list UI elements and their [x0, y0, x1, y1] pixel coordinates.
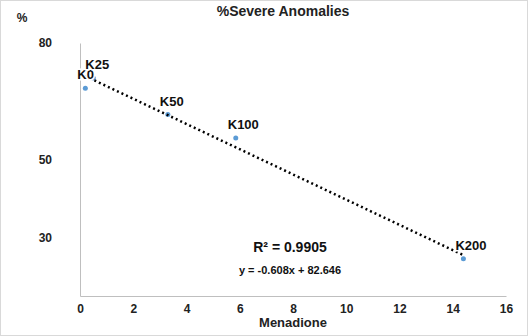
plot-marks [83, 76, 466, 262]
y-axis-title: % [17, 11, 28, 25]
annotation: R² = 0.9905 [253, 239, 327, 255]
chart-border [1, 1, 528, 336]
trend-line [85, 76, 463, 255]
x-tick-label: 4 [184, 302, 191, 316]
y-tick: 80 [39, 36, 80, 50]
x-tick: 4 [184, 296, 191, 316]
data-point [233, 135, 238, 140]
data-point [461, 256, 466, 261]
y-tick: 50 [39, 153, 80, 167]
x-tick: 12 [393, 296, 407, 316]
x-tick-label: 16 [500, 302, 514, 316]
x-axis-line [81, 296, 507, 297]
annotations: R² = 0.9905 y = -0.608x + 82.646 [239, 239, 341, 276]
point-label: K25 [85, 57, 109, 72]
x-tick: 14 [447, 296, 461, 316]
x-tick-label: 6 [237, 302, 244, 316]
x-tick: 2 [130, 296, 137, 316]
y-tick-label: 80 [39, 36, 53, 50]
y-tick-label: 30 [39, 231, 53, 245]
annotation: y = -0.608x + 82.646 [239, 264, 341, 276]
chart-title: %Severe Anomalies [217, 3, 350, 19]
point-label: K200 [455, 238, 486, 253]
point-label: K100 [228, 117, 259, 132]
x-tick-label: 8 [290, 302, 297, 316]
y-axis: 30 50 80 [39, 36, 81, 296]
x-tick: 16 [500, 296, 514, 316]
x-axis: 0 2 4 6 8 10 12 14 16 [77, 296, 513, 316]
point-label: K50 [160, 94, 184, 109]
x-tick-label: 10 [340, 302, 354, 316]
x-tick: 10 [340, 296, 354, 316]
x-tick: 8 [290, 296, 297, 316]
x-tick-label: 0 [77, 302, 84, 316]
x-axis-title: Menadione [259, 315, 327, 330]
x-tick-label: 12 [393, 302, 407, 316]
y-tick-label: 50 [39, 153, 53, 167]
x-tick: 6 [237, 296, 244, 316]
point-labels: K0K25K50K100K200 [77, 57, 486, 253]
data-point [83, 86, 88, 91]
x-tick-label: 2 [130, 302, 137, 316]
x-tick-label: 14 [447, 302, 461, 316]
y-tick: 30 [39, 231, 80, 245]
x-tick: 0 [77, 296, 84, 316]
